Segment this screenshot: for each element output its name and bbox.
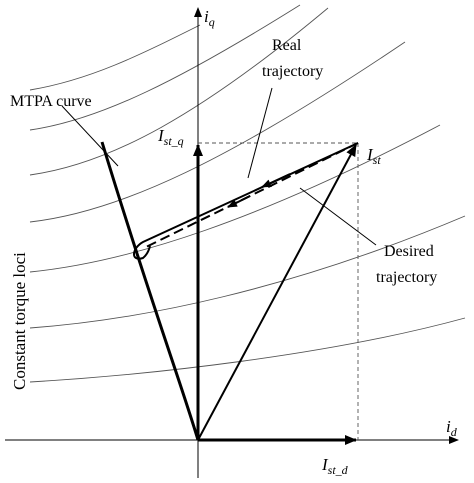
- ist-q-label: Ist_q: [157, 126, 184, 148]
- desired-trajectory-label: Desired trajectory: [376, 243, 438, 286]
- mtpa-curve: [100, 141, 200, 441]
- ist-d-label: Ist_d: [321, 455, 349, 477]
- ist-label: Ist: [366, 145, 381, 167]
- leader-lines: [61, 87, 377, 246]
- torque-curve-6: [29, 4, 301, 131]
- projection-lines: [198, 142, 359, 440]
- id-axis-label: id: [446, 417, 458, 439]
- torque-curve-3: [29, 124, 441, 273]
- iq-axis-label: iq: [204, 7, 215, 29]
- mtpa-curve-label: MTPA curve: [10, 93, 92, 110]
- constant-torque-curves: [29, 4, 466, 383]
- torque-curve-4: [29, 41, 406, 223]
- constant-torque-loci-label: Constant torque loci: [10, 252, 29, 390]
- real-trajectory-label: Real trajectory: [262, 37, 323, 80]
- torque-curve-1: [29, 317, 466, 383]
- real-trajectory: [133, 142, 359, 260]
- ist-vector: [197, 144, 357, 441]
- desired-trajectory-arrow: [227, 195, 251, 208]
- real-trajectory-arrow: [261, 173, 291, 188]
- torque-curve-7: [29, 24, 201, 91]
- torque-curve-5: [29, 7, 329, 176]
- desired-trajectory: [145, 142, 359, 248]
- torque-curve-2: [29, 215, 466, 329]
